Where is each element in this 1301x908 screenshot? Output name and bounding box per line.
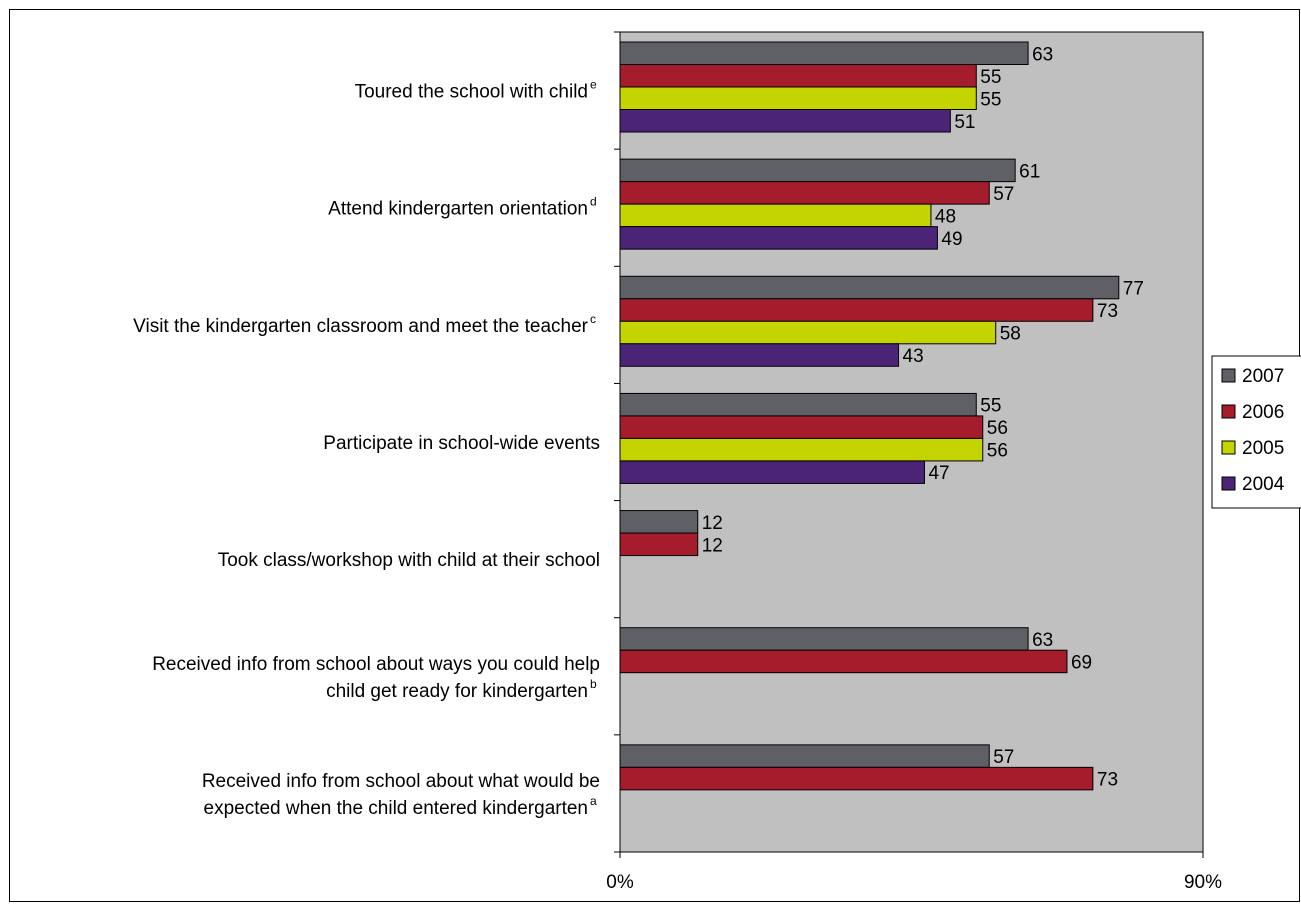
value-label-2007: 55	[980, 396, 1001, 417]
value-label-2004: 47	[928, 463, 949, 484]
bar-2004	[619, 226, 938, 250]
category-labels: Toured the school with child e Attend kind…	[133, 78, 600, 819]
bar-2006	[619, 298, 1094, 322]
legend-swatch-2005	[1221, 440, 1236, 455]
legend-label-2006: 2006	[1242, 402, 1284, 423]
value-label-2004: 51	[954, 112, 975, 133]
bar-2007	[619, 510, 699, 534]
value-label-2005: 56	[987, 441, 1008, 462]
bar-2007	[619, 627, 1029, 651]
category-label: Attend kindergarten orientation	[328, 199, 588, 220]
category-label: Received info from school about ways you…	[152, 654, 600, 675]
category-ticks	[614, 31, 620, 853]
value-label-2007: 12	[702, 513, 723, 534]
bar-2007	[619, 744, 990, 768]
x-tick-label-90: 90%	[1184, 872, 1222, 893]
value-label-2005: 55	[980, 89, 1001, 110]
x-tick-label-0: 0%	[606, 872, 634, 893]
legend-label-2007: 2007	[1242, 366, 1284, 387]
footnote-marker: d	[590, 195, 597, 209]
bar-2006	[619, 415, 984, 439]
bar-2004	[619, 460, 925, 484]
bar-2005	[619, 203, 932, 228]
legend-label-2004: 2004	[1242, 474, 1285, 495]
category-label: expected when the child entered kinderga…	[204, 798, 588, 819]
value-label-2006: 73	[1097, 301, 1118, 322]
bars	[619, 41, 1120, 791]
footnote-marker: e	[590, 78, 597, 92]
value-label-2006: 12	[702, 535, 723, 556]
value-label-2004: 49	[941, 229, 962, 250]
value-label-2004: 43	[903, 346, 924, 367]
bar-2005	[619, 320, 997, 345]
category-label: Participate in school-wide events	[323, 433, 600, 454]
value-labels: 6355555161574849777358435556564712126369…	[702, 44, 1144, 790]
bar-2005	[619, 86, 977, 110]
value-label-2006: 73	[1097, 770, 1118, 791]
category-label: child get ready for kindergarten	[326, 681, 588, 702]
category-label: Visit the kindergarten classroom and mee…	[133, 316, 589, 337]
value-label-2007: 63	[1032, 44, 1053, 65]
footnote-marker: c	[590, 312, 596, 326]
legend: 2007 2006 2005 2004	[1211, 355, 1301, 509]
legend-swatch-2007	[1221, 368, 1236, 383]
bar-2006	[619, 766, 1094, 791]
value-label-2006: 56	[987, 418, 1008, 439]
bar-2006	[619, 64, 977, 88]
value-label-2007: 57	[993, 747, 1014, 768]
category-label: Toured the school with child	[355, 82, 588, 103]
legend-swatch-2004	[1221, 476, 1236, 491]
category-label: Took class/workshop with child at their …	[218, 550, 600, 571]
value-label-2005: 58	[1000, 324, 1021, 345]
footnote-marker: b	[590, 677, 597, 691]
legend-label-2005: 2005	[1242, 438, 1284, 459]
bar-2004	[619, 109, 951, 133]
x-axis: 0% 90%	[606, 852, 1222, 893]
value-label-2007: 61	[1019, 161, 1040, 182]
value-label-2006: 55	[980, 67, 1001, 88]
bar-2006	[619, 532, 699, 557]
bar-2007	[619, 158, 1016, 183]
bar-2007	[619, 41, 1029, 65]
value-label-2006: 57	[993, 184, 1014, 205]
bar-2006	[619, 181, 990, 205]
bar-2007	[619, 275, 1120, 300]
legend-swatch-2006	[1221, 404, 1236, 419]
bar-2006	[619, 649, 1068, 674]
bar-2007	[619, 392, 977, 417]
value-label-2007: 63	[1032, 630, 1053, 651]
category-label: Received info from school about what wou…	[202, 771, 600, 792]
value-label-2006: 69	[1071, 652, 1092, 673]
value-label-2007: 77	[1123, 279, 1144, 300]
value-label-2005: 48	[935, 206, 956, 227]
bar-2004	[619, 343, 900, 367]
bar-2005	[619, 437, 984, 462]
footnote-marker: a	[590, 794, 597, 808]
